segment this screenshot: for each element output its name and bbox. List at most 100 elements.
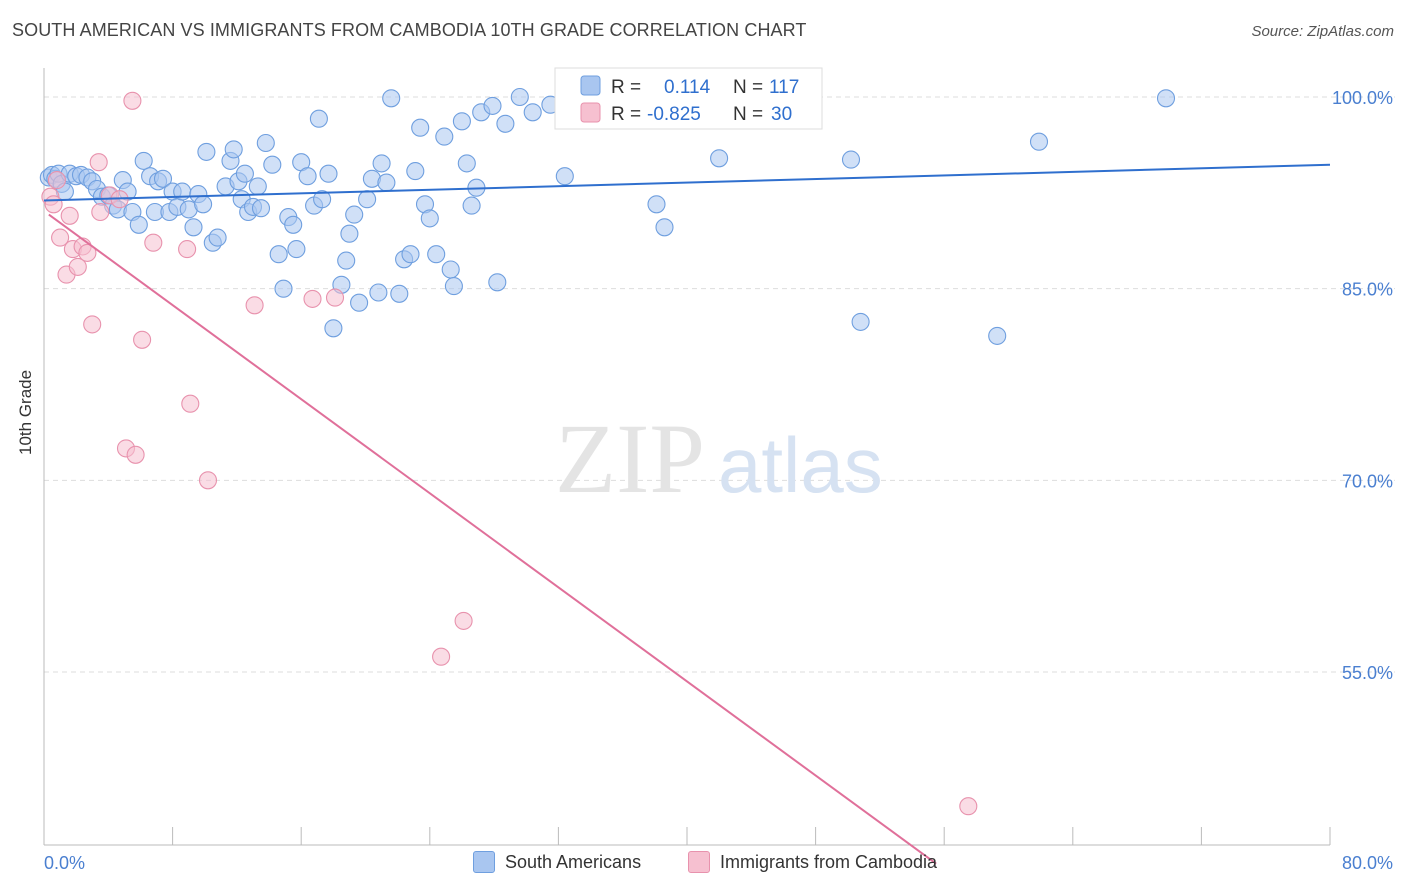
point-south-americans-67 <box>369 283 388 302</box>
point-south-americans-57 <box>313 190 332 209</box>
legend-label-immigrants-from-cambodia: Immigrants from Cambodia <box>720 851 938 872</box>
point-south-americans-32 <box>194 195 213 214</box>
point-south-americans-62 <box>340 224 359 243</box>
point-south-americans-78 <box>427 245 446 264</box>
point-south-americans-81 <box>444 277 463 296</box>
point-cambodia-1 <box>44 195 63 214</box>
trend-line-south-americans <box>43 163 1331 202</box>
point-south-americans-90 <box>510 87 529 107</box>
y-tick-label-2: 85.0% <box>1342 280 1393 300</box>
point-south-americans-56 <box>309 109 328 128</box>
point-cambodia-7 <box>68 257 87 276</box>
point-south-americans-33 <box>197 142 216 161</box>
point-south-americans-58 <box>319 164 338 183</box>
point-cambodia-3 <box>51 228 70 247</box>
point-south-americans-80 <box>441 260 460 279</box>
legend-swatch-pink <box>580 102 601 123</box>
point-south-americans-100 <box>988 326 1007 345</box>
point-south-americans-48 <box>269 245 288 264</box>
x-tick-labels: 0.0% 80.0% <box>44 853 1393 873</box>
point-cambodia-11 <box>89 153 108 172</box>
point-south-americans-91 <box>523 103 542 122</box>
watermark-atlas: atlas <box>718 421 883 509</box>
point-cambodia-25 <box>325 288 345 307</box>
point-south-americans-83 <box>457 154 476 173</box>
point-south-americans-87 <box>483 96 502 115</box>
point-south-americans-59 <box>324 319 343 338</box>
chart-title: SOUTH AMERICAN VS IMMIGRANTS FROM CAMBOD… <box>12 20 807 40</box>
point-cambodia-17 <box>126 445 145 464</box>
point-south-americans-49 <box>274 279 293 298</box>
point-south-americans-96 <box>655 218 674 237</box>
point-cambodia-24 <box>303 289 322 308</box>
series-immigrants-from-cambodia <box>41 91 978 816</box>
legend-n-value-1: 117 <box>769 77 799 98</box>
point-south-americans-99 <box>851 312 870 331</box>
legend-n-label-2: N = <box>733 104 763 125</box>
point-south-americans-24 <box>153 169 173 188</box>
watermark: ZIP atlas <box>555 403 883 514</box>
y-tick-label-3: 100.0% <box>1332 88 1393 108</box>
point-cambodia-18 <box>133 330 152 349</box>
point-cambodia-19 <box>144 233 163 252</box>
legend-label-south-americans: South Americans <box>505 851 642 872</box>
point-south-americans-95 <box>647 195 666 214</box>
point-south-americans-35 <box>208 228 227 247</box>
legend-item-south-americans: South Americans <box>473 851 641 873</box>
point-south-americans-69 <box>377 173 396 192</box>
legend-r-label-1: R = <box>611 77 641 98</box>
point-south-americans-41 <box>235 164 254 183</box>
trend-lines <box>43 163 1331 865</box>
point-south-americans-46 <box>256 133 275 153</box>
legend-swatch-south-americans <box>473 851 495 873</box>
bottom-legend: South Americans Immigrants from Cambodia <box>0 851 1406 881</box>
point-cambodia-26 <box>432 647 451 666</box>
series-south-americans <box>39 87 1176 345</box>
point-cambodia-28 <box>959 797 978 816</box>
point-south-americans-82 <box>452 112 471 131</box>
point-south-americans-84 <box>462 196 481 215</box>
point-south-americans-52 <box>287 240 306 259</box>
y-tick-label-0: 55.0% <box>1342 663 1393 683</box>
legend-item-immigrants-from-cambodia: Immigrants from Cambodia <box>688 851 937 873</box>
point-south-americans-73 <box>401 245 420 264</box>
point-south-americans-102 <box>1156 89 1176 108</box>
legend-r-value-2: -0.825 <box>647 104 701 125</box>
point-south-americans-68 <box>372 154 391 173</box>
gridlines <box>44 96 1395 673</box>
y-tick-labels: 55.0% 70.0% 85.0% 100.0% <box>1332 88 1393 683</box>
point-cambodia-12 <box>91 202 110 222</box>
point-south-americans-64 <box>350 293 369 312</box>
axes <box>43 68 1331 846</box>
x-tick-label-0: 0.0% <box>44 853 85 873</box>
point-south-americans-89 <box>496 114 515 133</box>
point-south-americans-38 <box>224 140 243 159</box>
point-south-americans-101 <box>1029 132 1049 151</box>
point-south-americans-54 <box>298 167 317 186</box>
point-south-americans-88 <box>488 273 507 292</box>
point-south-americans-51 <box>284 215 303 234</box>
trend-line-cambodia <box>48 213 937 865</box>
point-cambodia-27 <box>454 611 473 630</box>
legend-n-value-2: 30 <box>771 104 792 125</box>
point-cambodia-5 <box>60 206 79 225</box>
legend-n-label-1: N = <box>733 77 763 98</box>
point-south-americans-75 <box>411 118 430 137</box>
point-cambodia-16 <box>123 91 142 110</box>
point-south-americans-71 <box>390 284 409 303</box>
point-south-americans-98 <box>841 150 861 169</box>
point-south-americans-61 <box>337 251 356 270</box>
watermark-zip: ZIP <box>555 403 705 514</box>
point-cambodia-10 <box>83 315 102 334</box>
point-south-americans-77 <box>420 209 439 228</box>
point-south-americans-47 <box>263 155 282 174</box>
point-south-americans-74 <box>406 162 425 181</box>
x-tick-label-1: 80.0% <box>1342 853 1393 873</box>
point-cambodia-22 <box>198 471 218 490</box>
legend-swatch-immigrants-from-cambodia <box>688 851 710 873</box>
point-south-americans-20 <box>134 151 153 170</box>
point-south-americans-44 <box>248 177 267 196</box>
source-label: Source: ZipAtlas.com <box>1251 23 1394 40</box>
point-south-americans-19 <box>129 215 148 234</box>
